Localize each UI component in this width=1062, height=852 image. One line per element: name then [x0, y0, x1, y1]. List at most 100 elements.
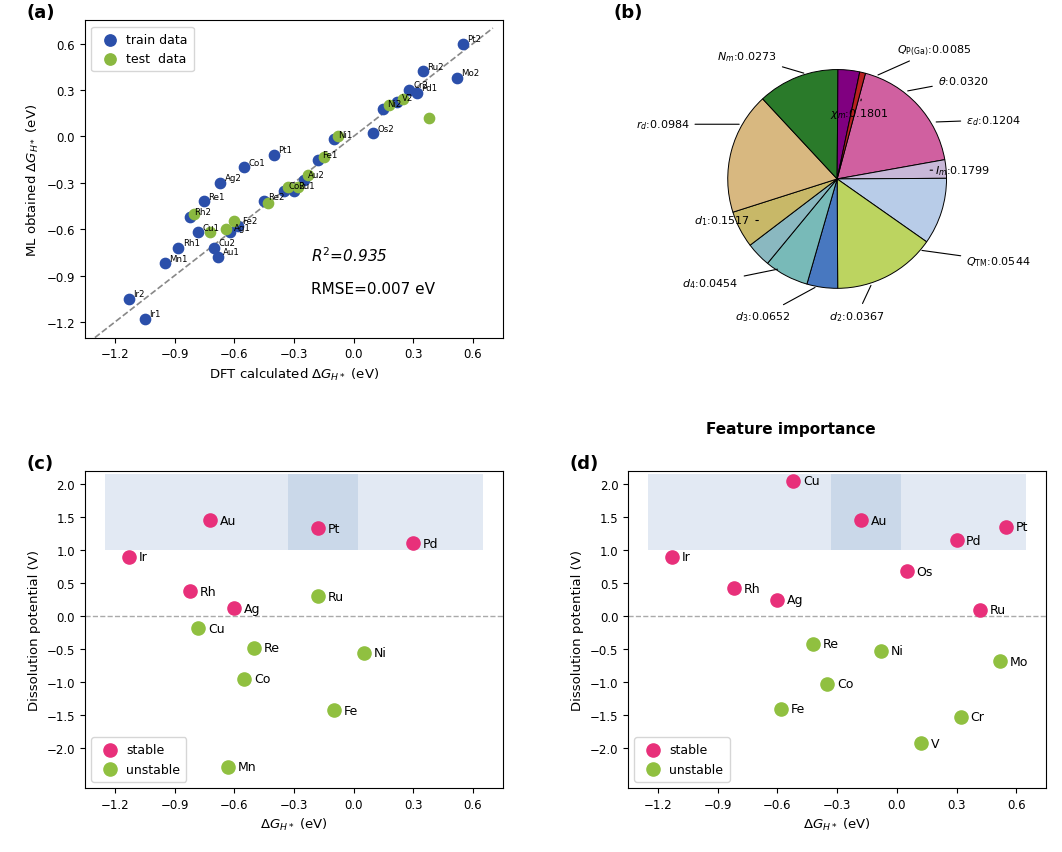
- Text: Pt2: Pt2: [467, 35, 481, 43]
- Point: [236, 672, 253, 686]
- Point: [226, 602, 243, 615]
- Text: Mo2: Mo2: [461, 69, 479, 78]
- Text: Ru1: Ru1: [298, 181, 314, 191]
- Y-axis label: Dissolution potential (V): Dissolution potential (V): [571, 550, 584, 710]
- Point: [769, 593, 786, 607]
- Point: [912, 736, 929, 750]
- Legend: train data, test  data: train data, test data: [91, 27, 194, 72]
- Wedge shape: [837, 180, 927, 289]
- train data: [195, 195, 212, 209]
- train data: [286, 185, 303, 199]
- Text: Co2: Co2: [288, 181, 305, 191]
- X-axis label: DFT calculated $\Delta G_{H*}$ (eV): DFT calculated $\Delta G_{H*}$ (eV): [209, 366, 379, 383]
- Text: $r_d$:0.0984: $r_d$:0.0984: [635, 118, 739, 132]
- Point: [952, 710, 969, 723]
- Text: (a): (a): [27, 4, 55, 22]
- Text: Fe: Fe: [343, 704, 358, 717]
- Bar: [832, 475, 901, 550]
- Point: [853, 514, 870, 527]
- Wedge shape: [750, 180, 837, 264]
- Text: Fe: Fe: [791, 702, 805, 716]
- Text: Cr2: Cr2: [413, 81, 428, 90]
- Point: [220, 760, 237, 774]
- test  data: [218, 223, 235, 237]
- train data: [211, 176, 228, 190]
- train data: [409, 87, 426, 101]
- Point: [355, 646, 372, 659]
- Point: [245, 642, 262, 655]
- Text: $Q_{\rm TM}$:0.0544: $Q_{\rm TM}$:0.0544: [922, 251, 1031, 268]
- test  data: [202, 227, 219, 240]
- train data: [389, 96, 406, 110]
- Text: $\chi_m$:0.1801: $\chi_m$:0.1801: [829, 100, 888, 121]
- Text: Ir2: Ir2: [133, 290, 144, 299]
- Point: [998, 521, 1015, 534]
- Text: Re: Re: [263, 642, 279, 654]
- Point: [725, 582, 742, 596]
- Point: [819, 677, 836, 691]
- Wedge shape: [807, 180, 838, 289]
- Text: Ir1: Ir1: [149, 310, 160, 319]
- train data: [236, 161, 253, 175]
- Text: Rh: Rh: [743, 582, 760, 596]
- train data: [415, 66, 432, 79]
- Wedge shape: [837, 74, 945, 180]
- Wedge shape: [837, 72, 866, 180]
- Point: [972, 603, 989, 617]
- Wedge shape: [768, 180, 837, 285]
- Point: [948, 533, 965, 547]
- Y-axis label: Dissolution potential (V): Dissolution potential (V): [29, 550, 41, 710]
- Text: Ag2: Ag2: [224, 174, 241, 183]
- test  data: [421, 112, 438, 125]
- Text: Au1: Au1: [222, 248, 239, 257]
- test  data: [289, 181, 306, 195]
- train data: [325, 134, 342, 147]
- Point: [202, 514, 219, 527]
- Text: Re: Re: [823, 637, 839, 651]
- Text: Au: Au: [871, 515, 887, 527]
- Text: Ir: Ir: [138, 550, 148, 563]
- Text: (b): (b): [613, 4, 643, 22]
- train data: [448, 72, 465, 85]
- Point: [872, 644, 889, 658]
- Text: Mn: Mn: [238, 761, 257, 774]
- train data: [210, 251, 227, 265]
- Text: Pt1: Pt1: [278, 146, 292, 155]
- Text: Rh1: Rh1: [183, 239, 200, 248]
- Text: Pt: Pt: [327, 522, 340, 535]
- Text: Cu: Cu: [208, 622, 225, 635]
- Text: $\theta$:0.0320: $\theta$:0.0320: [908, 75, 989, 92]
- Text: $I_m$:0.1799: $I_m$:0.1799: [930, 164, 991, 178]
- Point: [664, 550, 681, 564]
- Wedge shape: [837, 71, 860, 180]
- Text: Pd: Pd: [966, 534, 981, 547]
- Bar: [105, 475, 288, 550]
- Text: Co: Co: [837, 677, 853, 690]
- Legend: stable, unstable: stable, unstable: [91, 737, 187, 782]
- Point: [309, 590, 326, 603]
- Wedge shape: [733, 180, 837, 246]
- train data: [182, 210, 199, 224]
- Text: $d_4$:0.0454: $d_4$:0.0454: [682, 270, 777, 291]
- train data: [365, 127, 382, 141]
- Text: Au: Au: [220, 515, 237, 527]
- Text: $R^2$=0.935: $R^2$=0.935: [310, 246, 388, 265]
- Text: (d): (d): [569, 454, 599, 472]
- test  data: [315, 151, 332, 164]
- Text: V2: V2: [401, 94, 413, 102]
- Text: Re1: Re1: [208, 193, 225, 201]
- train data: [156, 257, 173, 271]
- Text: Feature importance: Feature importance: [706, 422, 876, 437]
- train data: [295, 174, 312, 187]
- Text: Cu2: Cu2: [219, 239, 236, 248]
- X-axis label: $\Delta G_{H*}$ (eV): $\Delta G_{H*}$ (eV): [803, 816, 871, 832]
- Wedge shape: [727, 100, 837, 213]
- test  data: [226, 216, 243, 229]
- Point: [805, 637, 822, 651]
- Point: [309, 522, 326, 536]
- test  data: [395, 94, 412, 107]
- Text: Os: Os: [917, 565, 932, 578]
- Text: Ni2: Ni2: [388, 100, 402, 108]
- Bar: [288, 475, 358, 550]
- Bar: [901, 475, 1026, 550]
